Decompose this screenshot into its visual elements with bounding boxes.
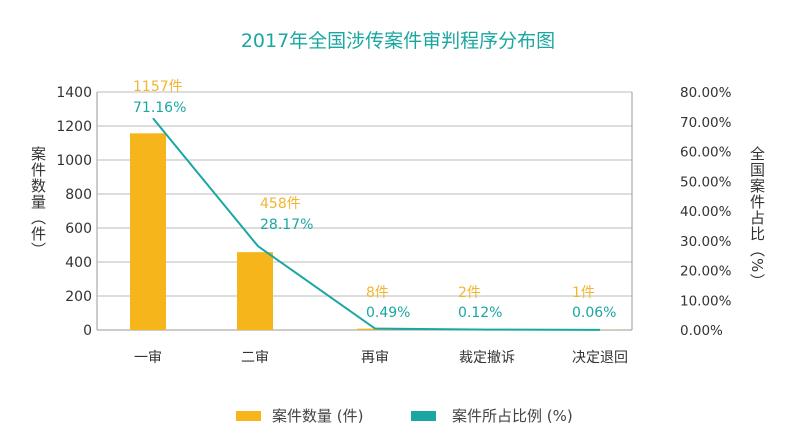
bar-data-label: 2件 — [458, 285, 481, 301]
line-data-label: 71.16% — [133, 100, 186, 116]
y-tick-label: 1000 — [56, 153, 92, 169]
bar[interactable] — [130, 133, 166, 330]
legend-label-line[interactable]: 案件所占比例 (%) — [452, 407, 573, 425]
gridlines — [96, 91, 633, 331]
line-data-label: 28.17% — [260, 217, 313, 233]
line-data-label: 0.06% — [572, 305, 616, 321]
bar-data-label: 8件 — [366, 285, 389, 301]
bar-data-label: 458件 — [260, 196, 301, 212]
axis-ticks: 0 200 400 600 800 1000 1200 1400 0.00% 10.00% 20.0… — [56, 85, 731, 366]
line-series — [152, 117, 601, 331]
legend: 案件数量 (件) 案件所占比例 (%) — [236, 407, 573, 425]
y-right-tick-label: 10.00% — [680, 293, 732, 309]
bar-data-label: 1157件 — [133, 79, 183, 95]
bar[interactable] — [237, 252, 273, 330]
y-tick-label: 400 — [65, 255, 92, 271]
x-tick-label: 决定退回 — [572, 350, 628, 366]
x-tick-label: 再审 — [361, 350, 389, 366]
y-tick-label: 0 — [83, 323, 92, 339]
legend-swatch-line — [411, 411, 436, 421]
data-labels: 1157件 71.16% 458件 28.17% 8件 0.49% 2件 0.12% 1件 0.0… — [133, 79, 616, 321]
y-right-tick-label: 30.00% — [680, 234, 732, 250]
y-right-tick-label: 80.00% — [680, 85, 732, 101]
x-tick-label: 二审 — [241, 350, 269, 366]
line-data-label: 0.12% — [458, 305, 502, 321]
bar-data-label: 1件 — [572, 285, 595, 301]
legend-label-bar[interactable]: 案件数量 (件) — [272, 407, 363, 425]
x-tick-label: 裁定撤诉 — [459, 350, 515, 366]
y-right-tick-label: 60.00% — [680, 145, 732, 161]
y-tick-label: 600 — [65, 221, 92, 237]
y-right-tick-label: 20.00% — [680, 264, 732, 280]
y-tick-label: 1200 — [56, 119, 92, 135]
line-data-label: 0.49% — [366, 305, 410, 321]
y-axis-label-right: 全国案件占比（%） — [748, 146, 766, 290]
y-tick-label: 1400 — [56, 85, 92, 101]
y-axis-label-left: 案件数量（件） — [29, 146, 47, 258]
y-right-tick-label: 0.00% — [680, 323, 723, 339]
y-right-tick-label: 50.00% — [680, 174, 732, 190]
y-right-tick-label: 40.00% — [680, 204, 732, 220]
chart-title: 2017年全国涉传案件审判程序分布图 — [241, 30, 555, 52]
y-tick-label: 200 — [65, 289, 92, 305]
y-right-tick-label: 70.00% — [680, 115, 732, 131]
y-tick-label: 800 — [65, 187, 92, 203]
bars — [130, 133, 618, 330]
x-tick-label: 一审 — [134, 350, 162, 366]
legend-swatch-bar — [236, 411, 261, 421]
